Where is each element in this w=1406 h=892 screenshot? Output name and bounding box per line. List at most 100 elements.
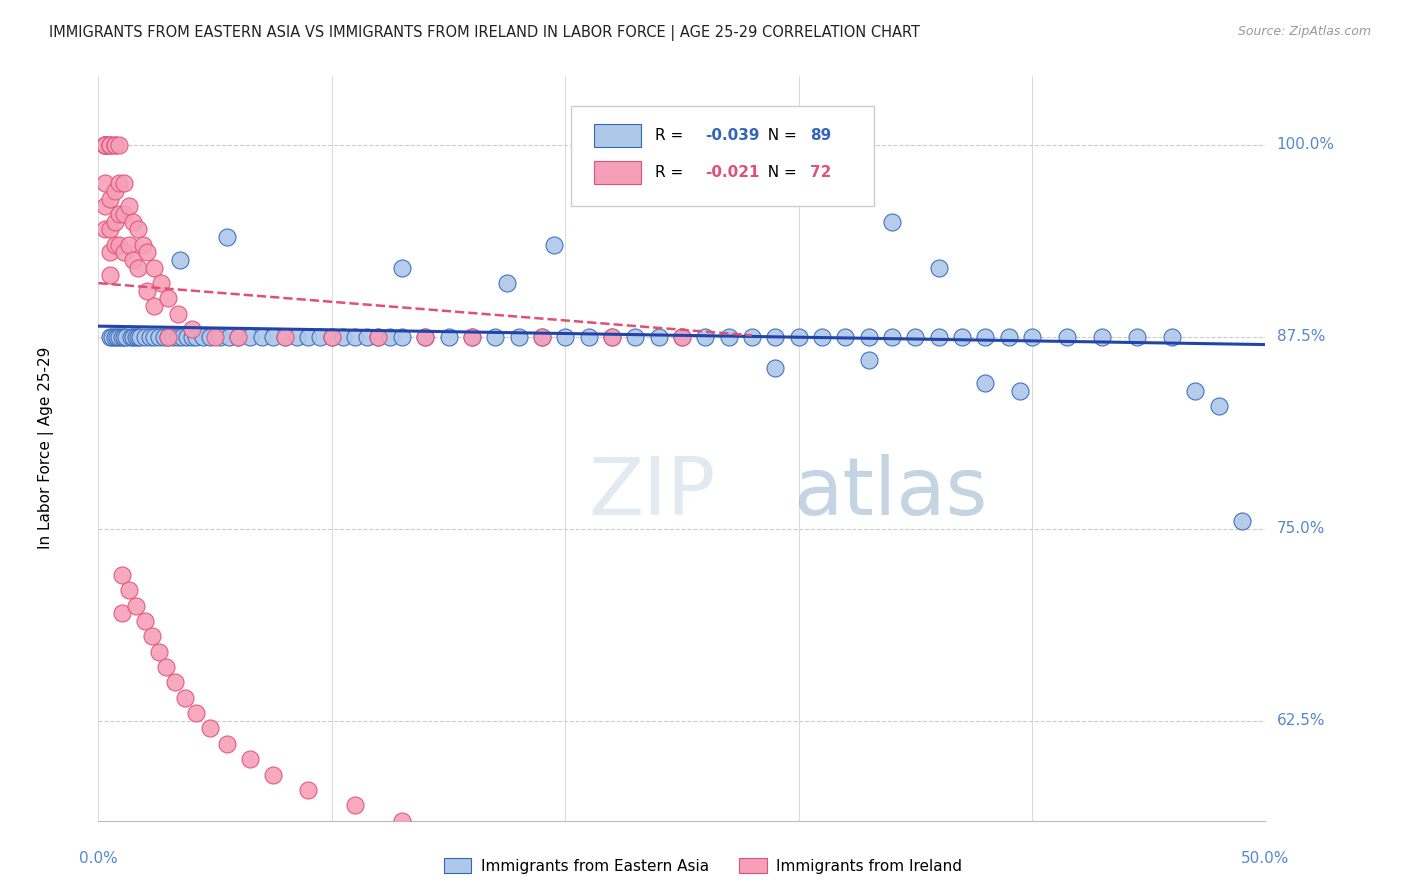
Point xyxy=(98,192,121,206)
Text: R =: R = xyxy=(655,165,688,180)
Point xyxy=(204,330,226,344)
Text: atlas: atlas xyxy=(793,454,987,532)
Point xyxy=(98,245,121,260)
Point xyxy=(108,207,131,221)
Point xyxy=(157,330,180,344)
Point xyxy=(127,222,149,236)
Point xyxy=(1056,330,1078,344)
Point xyxy=(496,276,519,290)
Point xyxy=(180,330,202,344)
Point xyxy=(143,260,166,275)
Text: N =: N = xyxy=(758,128,801,143)
Point xyxy=(134,614,156,628)
Point xyxy=(112,177,135,191)
Point xyxy=(391,260,413,275)
Point xyxy=(928,330,950,344)
Point xyxy=(437,330,460,344)
Point xyxy=(624,330,647,344)
Point xyxy=(120,330,142,344)
Point xyxy=(1091,330,1114,344)
Point xyxy=(176,330,198,344)
Point xyxy=(741,330,763,344)
Point xyxy=(105,330,128,344)
Point xyxy=(297,783,319,797)
Point xyxy=(165,675,187,690)
Point xyxy=(1208,399,1230,413)
Point xyxy=(162,330,184,344)
Point xyxy=(858,353,880,368)
Point xyxy=(763,330,786,344)
Point xyxy=(880,215,903,229)
Point xyxy=(125,599,148,613)
Point xyxy=(647,330,669,344)
Point xyxy=(134,330,156,344)
Point xyxy=(321,330,343,344)
Text: IMMIGRANTS FROM EASTERN ASIA VS IMMIGRANTS FROM IRELAND IN LABOR FORCE | AGE 25-: IMMIGRANTS FROM EASTERN ASIA VS IMMIGRAN… xyxy=(49,25,920,41)
Point xyxy=(1161,330,1184,344)
Point xyxy=(104,137,127,152)
Text: 75.0%: 75.0% xyxy=(1277,521,1324,536)
Point xyxy=(413,330,436,344)
Point xyxy=(671,330,693,344)
Point xyxy=(787,330,810,344)
Point xyxy=(122,215,145,229)
Point xyxy=(136,245,159,260)
Text: 100.0%: 100.0% xyxy=(1277,137,1334,153)
Point xyxy=(344,330,367,344)
Point xyxy=(297,330,319,344)
Point xyxy=(98,137,121,152)
Point xyxy=(239,330,262,344)
Point xyxy=(484,330,506,344)
Point xyxy=(508,330,530,344)
Text: In Labor Force | Age 25-29: In Labor Force | Age 25-29 xyxy=(38,347,53,549)
Point xyxy=(344,798,367,813)
Point xyxy=(104,215,127,229)
Point xyxy=(111,607,134,621)
Point xyxy=(152,330,174,344)
Point xyxy=(928,260,950,275)
Text: 72: 72 xyxy=(810,165,832,180)
Point xyxy=(461,330,484,344)
Text: Source: ZipAtlas.com: Source: ZipAtlas.com xyxy=(1237,25,1371,38)
Point xyxy=(98,137,121,152)
Point xyxy=(157,292,180,306)
Point xyxy=(150,276,173,290)
Point xyxy=(94,137,117,152)
Point xyxy=(94,199,117,213)
Point xyxy=(127,330,149,344)
Point xyxy=(172,330,194,344)
Point xyxy=(94,137,117,152)
Point xyxy=(208,330,231,344)
Point xyxy=(228,330,250,344)
Point xyxy=(858,330,880,344)
Point xyxy=(148,645,170,659)
Text: -0.021: -0.021 xyxy=(706,165,759,180)
Point xyxy=(543,237,565,252)
Point xyxy=(143,330,166,344)
Point xyxy=(321,330,343,344)
Point xyxy=(122,253,145,268)
Point xyxy=(262,767,284,781)
Point xyxy=(600,330,623,344)
Point xyxy=(118,237,141,252)
Point xyxy=(974,330,997,344)
Point xyxy=(1184,384,1206,398)
Point xyxy=(132,237,155,252)
Point xyxy=(112,330,135,344)
Point xyxy=(173,690,195,705)
Point xyxy=(98,330,121,344)
Point xyxy=(108,330,131,344)
Text: R =: R = xyxy=(655,128,688,143)
Point xyxy=(104,237,127,252)
Point xyxy=(115,330,138,344)
Point xyxy=(1230,514,1253,528)
Point xyxy=(94,137,117,152)
Point xyxy=(367,330,389,344)
Point xyxy=(108,237,131,252)
FancyBboxPatch shape xyxy=(595,161,641,184)
Legend: Immigrants from Eastern Asia, Immigrants from Ireland: Immigrants from Eastern Asia, Immigrants… xyxy=(437,852,969,880)
Point xyxy=(811,330,834,344)
Point xyxy=(112,245,135,260)
Point xyxy=(274,330,297,344)
Text: 50.0%: 50.0% xyxy=(1241,851,1289,866)
